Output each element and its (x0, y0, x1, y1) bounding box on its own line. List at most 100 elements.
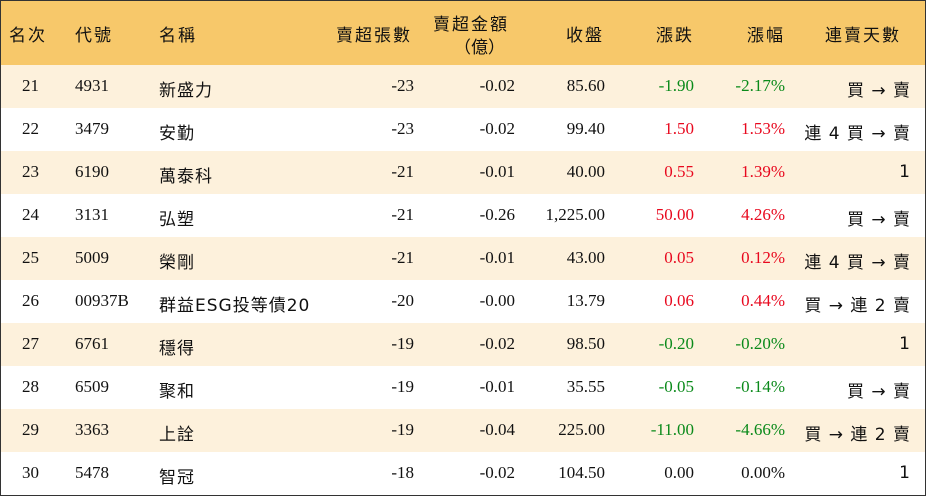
table-row: 23 6190 萬泰科 -21 -0.01 40.00 0.55 1.39% 1 (1, 151, 925, 194)
cell-close: 13.79 (566, 291, 605, 310)
cell-net-sell-amount: -0.02 (479, 463, 515, 482)
header-net-sell-amount-unit: （億） (454, 38, 505, 58)
table-row: 22 3479 安勤 -23 -0.02 99.40 1.50 1.53% 連 4 買 → 賣 (1, 108, 925, 151)
cell-code: 3363 (75, 420, 109, 439)
cell-net-sell-lots: -21 (391, 205, 414, 224)
cell-change: -0.20 (658, 334, 694, 353)
header-net-sell-lots: 賣超張數 (336, 26, 412, 46)
cell-code: 6190 (75, 162, 109, 181)
table-row: 29 3363 上詮 -19 -0.04 225.00 -11.00 -4.66% 買 → 連 … (1, 409, 925, 452)
cell-pct: 0.12% (741, 248, 785, 267)
cell-sell-streak: 買 → 連 2 賣 (804, 425, 911, 445)
cell-pct: -0.20% (735, 334, 785, 353)
cell-sell-streak: 1 (899, 334, 911, 354)
cell-net-sell-lots: -20 (391, 291, 414, 310)
table-row: 27 6761 穩得 -19 -0.02 98.50 -0.20 -0.20% 1 (1, 323, 925, 366)
cell-change: 0.55 (664, 162, 694, 181)
cell-name: 上詮 (159, 425, 195, 445)
cell-name: 聚和 (159, 382, 195, 402)
cell-code: 00937B (75, 291, 129, 310)
cell-net-sell-amount: -0.02 (479, 76, 515, 95)
cell-name: 萬泰科 (159, 167, 213, 187)
header-close: 收盤 (566, 26, 604, 46)
cell-name: 穩得 (159, 339, 195, 359)
header-sell-streak: 連賣天數 (825, 26, 901, 46)
cell-pct: 0.00% (741, 463, 785, 482)
table-row: 24 3131 弘塑 -21 -0.26 1,225.00 50.00 4.26% 買 → 賣 (1, 194, 925, 237)
cell-rank: 28 (22, 377, 39, 396)
table-row: 26 00937B 群益ESG投等債20 -20 -0.00 13.79 0.06 0.44%… (1, 280, 925, 323)
table-row: 28 6509 聚和 -19 -0.01 35.55 -0.05 -0.14% 買 → 賣 (1, 366, 925, 409)
header-code: 代號 (75, 26, 113, 46)
cell-sell-streak: 買 → 賣 (846, 81, 911, 101)
cell-pct: 4.26% (741, 205, 785, 224)
cell-pct: 1.39% (741, 162, 785, 181)
cell-rank: 27 (22, 334, 39, 353)
header-rank: 名次 (9, 26, 47, 46)
cell-name: 智冠 (159, 468, 195, 488)
cell-change: 0.05 (664, 248, 694, 267)
cell-code: 3131 (75, 205, 109, 224)
cell-net-sell-lots: -18 (391, 463, 414, 482)
cell-name: 榮剛 (159, 253, 195, 273)
cell-change: 0.06 (664, 291, 694, 310)
cell-net-sell-amount: -0.02 (479, 119, 515, 138)
cell-name: 安勤 (159, 124, 195, 144)
cell-net-sell-lots: -19 (391, 420, 414, 439)
cell-close: 43.00 (566, 248, 605, 267)
cell-net-sell-amount: -0.02 (479, 334, 515, 353)
cell-sell-streak: 買 → 賣 (846, 210, 911, 230)
cell-name: 群益ESG投等債20 (159, 296, 311, 316)
cell-pct: 0.44% (741, 291, 785, 310)
table-row: 21 4931 新盛力 -23 -0.02 85.60 -1.90 -2.17% 買 → 賣 (1, 65, 925, 108)
cell-sell-streak: 連 4 買 → 賣 (804, 124, 911, 144)
header-pct: 漲幅 (747, 26, 785, 46)
table-row: 25 5009 榮剛 -21 -0.01 43.00 0.05 0.12% 連 4 買 → 賣 (1, 237, 925, 280)
cell-sell-streak: 連 4 買 → 賣 (804, 253, 911, 273)
cell-change: 0.00 (664, 463, 694, 482)
cell-close: 104.50 (558, 463, 605, 482)
cell-change: -0.05 (658, 377, 694, 396)
cell-net-sell-amount: -0.01 (479, 248, 515, 267)
cell-close: 98.50 (566, 334, 605, 353)
cell-net-sell-lots: -23 (391, 119, 414, 138)
cell-rank: 23 (22, 162, 39, 181)
cell-net-sell-amount: -0.26 (479, 205, 515, 224)
cell-rank: 21 (22, 76, 39, 95)
cell-close: 40.00 (566, 162, 605, 181)
cell-pct: -2.17% (735, 76, 785, 95)
cell-rank: 26 (22, 291, 39, 310)
cell-pct: 1.53% (741, 119, 785, 138)
cell-name: 新盛力 (159, 81, 213, 101)
cell-net-sell-lots: -23 (391, 76, 414, 95)
cell-net-sell-amount: -0.04 (479, 420, 515, 439)
cell-close: 35.55 (566, 377, 605, 396)
header-change: 漲跌 (656, 26, 694, 46)
table-row: 30 5478 智冠 -18 -0.02 104.50 0.00 0.00% 1 (1, 452, 925, 495)
cell-name: 弘塑 (159, 210, 195, 230)
table-header: 名次 代號 名稱 賣超張數 賣超金額 （億） 收盤 漲跌 漲幅 連賣天數 (1, 1, 925, 65)
cell-close: 99.40 (566, 119, 605, 138)
cell-code: 5478 (75, 463, 109, 482)
cell-change: -11.00 (650, 420, 694, 439)
cell-sell-streak: 買 → 連 2 賣 (804, 296, 911, 316)
header-name: 名稱 (159, 26, 197, 46)
cell-change: -1.90 (658, 76, 694, 95)
cell-sell-streak: 買 → 賣 (846, 382, 911, 402)
cell-rank: 24 (22, 205, 39, 224)
cell-pct: -4.66% (735, 420, 785, 439)
cell-change: 1.50 (664, 119, 694, 138)
cell-net-sell-lots: -21 (391, 248, 414, 267)
cell-rank: 22 (22, 119, 39, 138)
cell-code: 6761 (75, 334, 109, 353)
cell-code: 6509 (75, 377, 109, 396)
cell-rank: 29 (22, 420, 39, 439)
cell-pct: -0.14% (735, 377, 785, 396)
cell-net-sell-amount: -0.01 (479, 377, 515, 396)
cell-code: 3479 (75, 119, 109, 138)
cell-net-sell-lots: -19 (391, 334, 414, 353)
cell-close: 225.00 (558, 420, 605, 439)
cell-sell-streak: 1 (899, 463, 911, 483)
cell-code: 4931 (75, 76, 109, 95)
